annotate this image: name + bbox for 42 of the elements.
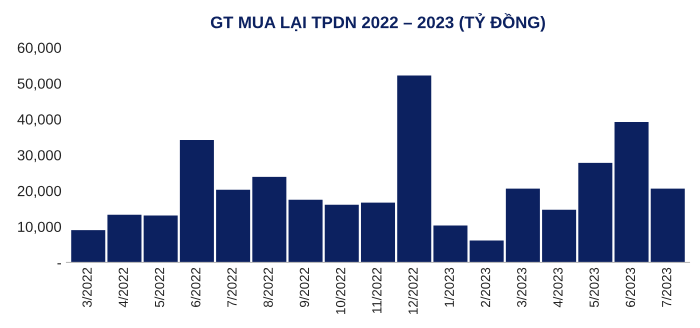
bar xyxy=(71,230,106,262)
y-tick-label: 30,000 xyxy=(18,150,62,162)
x-tick-label: 10/2022 xyxy=(336,268,346,314)
bar xyxy=(650,188,685,262)
x-tick-label: 3/2022 xyxy=(82,268,92,308)
y-tick-label: 20,000 xyxy=(18,186,62,198)
bar xyxy=(578,162,612,262)
bar xyxy=(288,200,323,262)
x-tick-label: 7/2023 xyxy=(662,268,672,307)
y-tick-label: 40,000 xyxy=(17,114,62,126)
x-tick-label: 4/2022 xyxy=(118,268,128,308)
bar xyxy=(180,140,214,262)
x-tick-label: 6/2022 xyxy=(190,268,200,307)
y-tick-label: 50,000 xyxy=(18,78,62,91)
y-tick-label: - xyxy=(57,263,61,264)
bar xyxy=(470,240,504,262)
x-tick-label: 1/2023 xyxy=(444,268,454,307)
x-tick-label: 3/2023 xyxy=(516,268,526,308)
bar xyxy=(324,204,359,262)
bar xyxy=(107,214,142,262)
x-tick-label: 8/2022 xyxy=(263,268,273,308)
x-tick-label: 2/2023 xyxy=(480,268,490,307)
bar xyxy=(252,176,286,262)
bar xyxy=(614,122,649,262)
x-tick-label: 12/2022 xyxy=(408,268,418,314)
x-tick-label: 5/2022 xyxy=(154,268,164,308)
chart-title: GT MUA LẠI TPDN 2022 – 2023 (TỶ ĐỒNG) xyxy=(210,13,545,32)
x-tick-label: 11/2022 xyxy=(372,268,382,313)
x-tick-label: 6/2023 xyxy=(625,268,636,307)
bar xyxy=(216,190,250,262)
x-tick-label: 9/2022 xyxy=(299,268,310,307)
bar xyxy=(397,75,432,262)
bar xyxy=(542,210,576,262)
x-tick-label: 5/2023 xyxy=(589,268,599,308)
bar xyxy=(144,215,178,262)
x-tick-label: 4/2023 xyxy=(552,268,563,308)
y-tick-label: 10,000 xyxy=(18,222,62,234)
bar xyxy=(506,188,540,262)
x-tick-label: 7/2022 xyxy=(226,268,237,307)
y-tick-label: 60,000 xyxy=(18,42,62,55)
bar xyxy=(360,202,396,262)
bar xyxy=(433,226,468,262)
